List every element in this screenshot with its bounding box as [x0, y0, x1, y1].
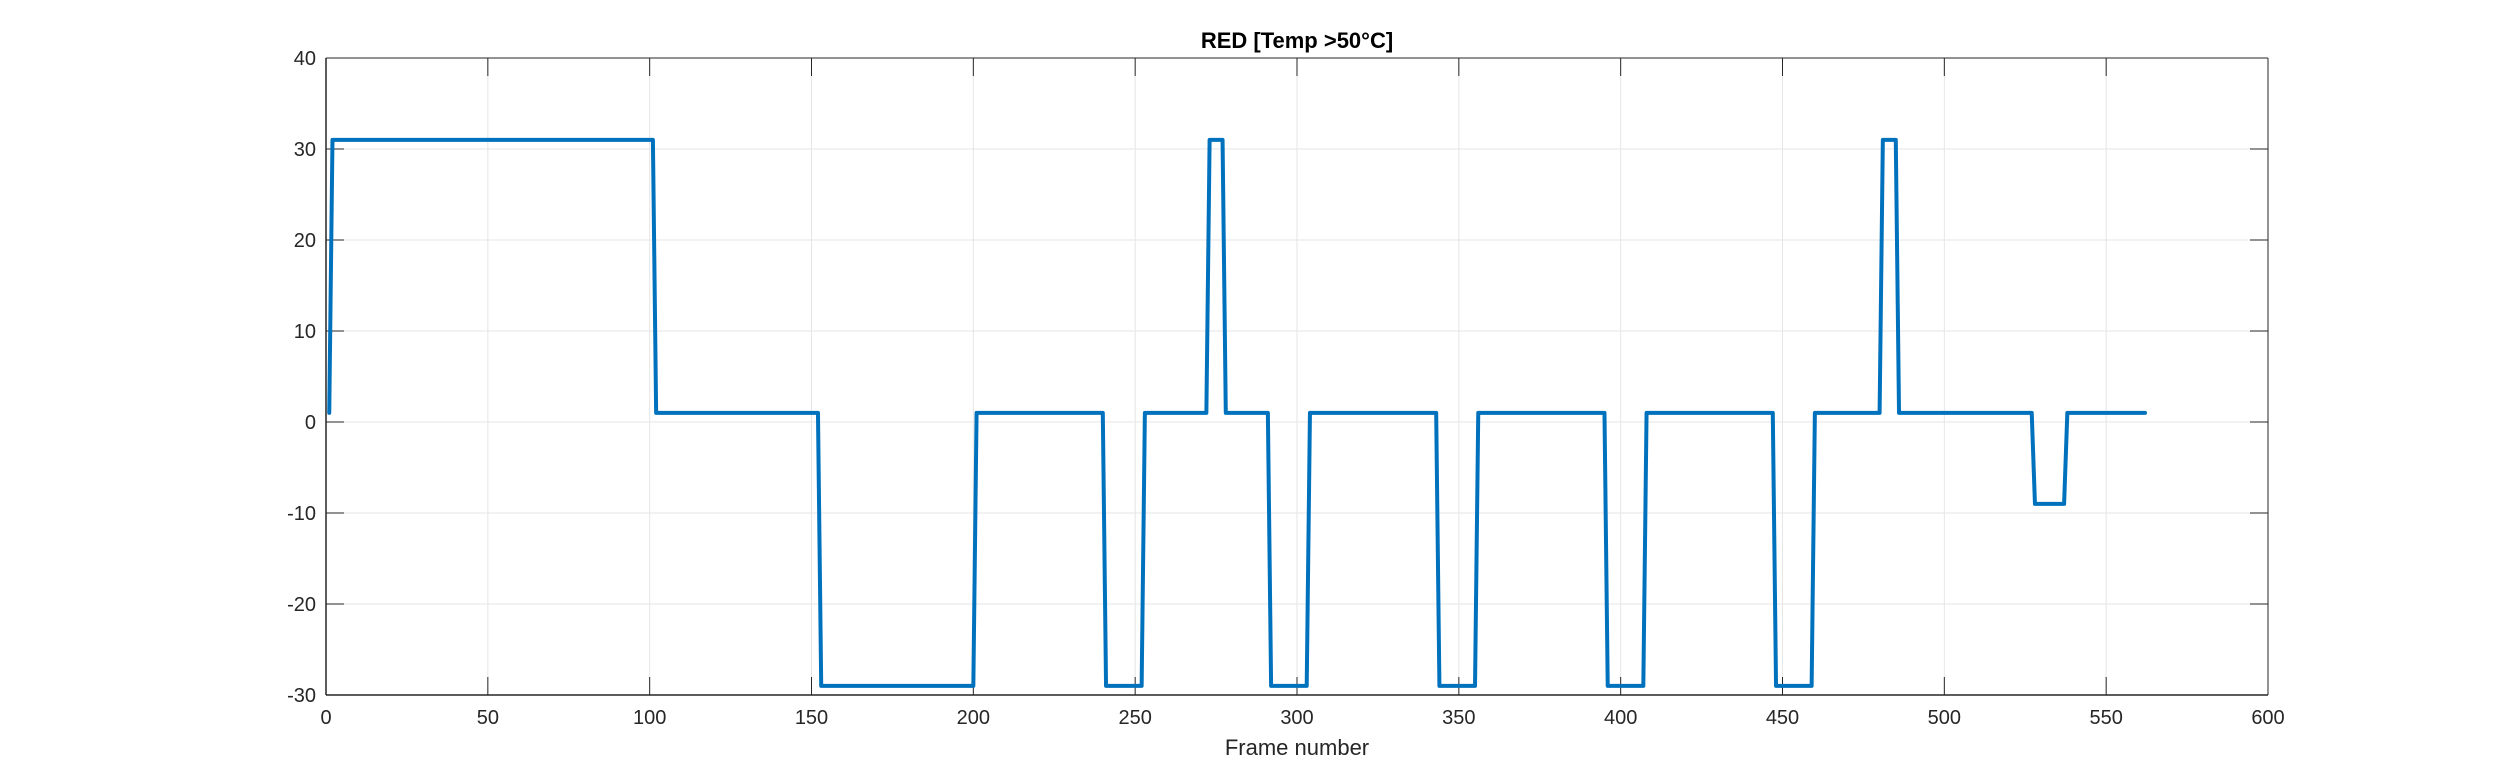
x-tick-label: 150 — [795, 707, 828, 729]
x-tick-label: 0 — [320, 707, 331, 729]
x-tick-labels: 0 50 100 150 200 250 300 350 400 450 500 550 600 — [320, 707, 2284, 729]
x-tick-label: 500 — [1928, 707, 1961, 729]
x-axis-label: Frame number — [1225, 735, 1369, 760]
x-tick-label: 100 — [633, 707, 666, 729]
x-tick-label: 50 — [477, 707, 499, 729]
x-tick-label: 400 — [1604, 707, 1637, 729]
y-tick-label: 40 — [294, 48, 316, 70]
y-tick-label: -10 — [287, 503, 316, 525]
y-tick-label: 10 — [294, 321, 316, 343]
y-tick-label: -30 — [287, 685, 316, 707]
y-tick-label: -20 — [287, 594, 316, 616]
x-tick-label: 550 — [2089, 707, 2122, 729]
chart-title: RED [Temp >50°C] — [1201, 28, 1393, 53]
series-layer — [327, 137, 2148, 688]
x-tick-label: 450 — [1766, 707, 1799, 729]
x-tick-label: 300 — [1280, 707, 1313, 729]
y-tick-label: 30 — [294, 139, 316, 161]
x-tick-label: 600 — [2251, 707, 2284, 729]
y-tick-label: 20 — [294, 230, 316, 252]
axes — [325, 57, 2269, 696]
y-tick-labels: 40 30 20 10 0 -10 -20 -30 — [287, 48, 316, 707]
y-tick-label: 0 — [305, 412, 316, 434]
x-tick-label: 200 — [957, 707, 990, 729]
x-tick-label: 250 — [1118, 707, 1151, 729]
series-line — [327, 137, 2148, 688]
x-tick-label: 350 — [1442, 707, 1475, 729]
